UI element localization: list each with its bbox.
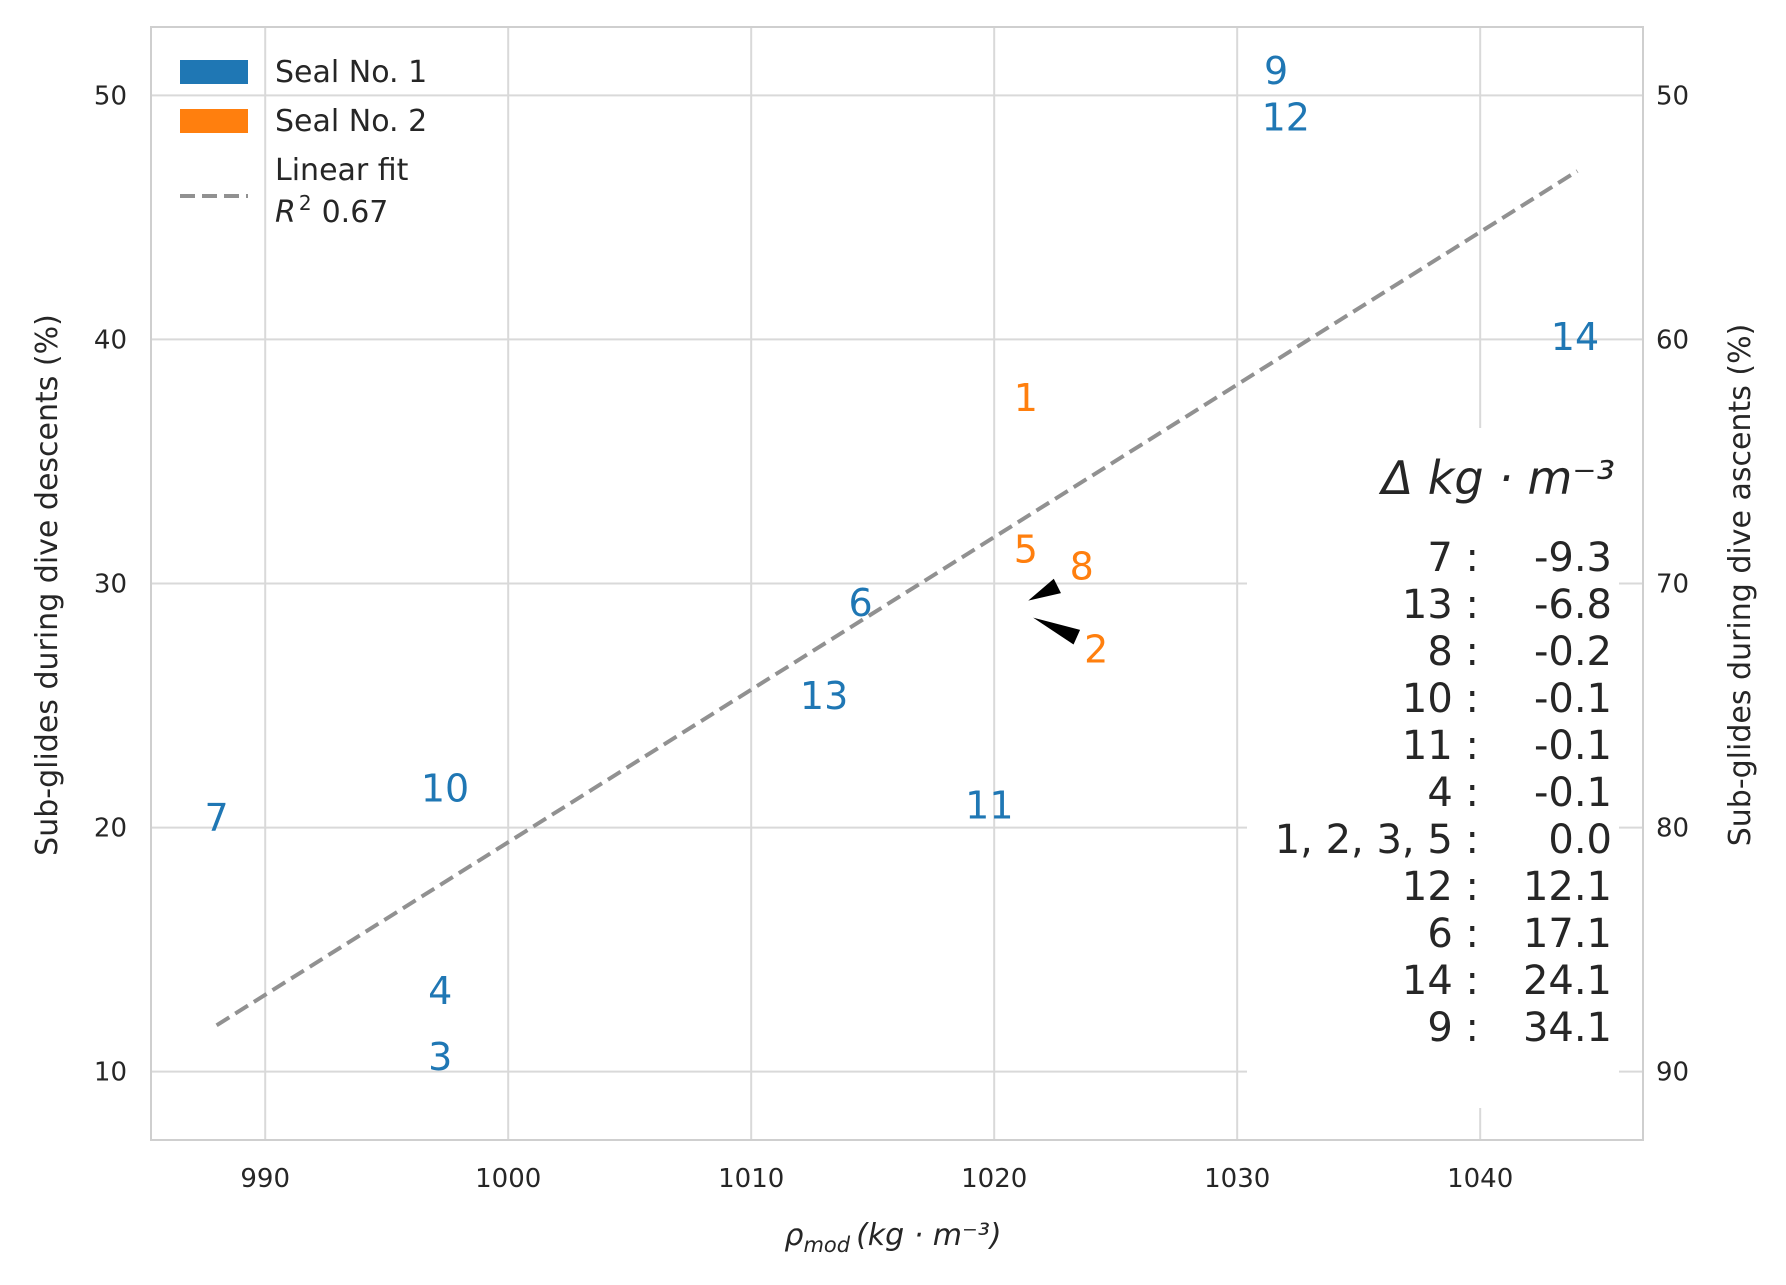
annotation-arrow-0: [1028, 578, 1061, 601]
point-label-1: 1: [1014, 376, 1038, 420]
y-right-tick-label-2: 70: [1656, 570, 1689, 600]
delta-row-value-2: -0.2: [1534, 629, 1612, 675]
y-tick-label-3: 40: [94, 325, 127, 355]
delta-row-value-9: 24.1: [1523, 958, 1612, 1004]
delta-table: Δ kg · m⁻³ 7 : -9.3 13 : -6.8 8 : -0.2 10 : -0.…: [1275, 451, 1615, 1051]
legend-label-fit: Linear fit: [275, 153, 409, 188]
delta-row-value-8: 17.1: [1523, 911, 1612, 957]
annotation-arrow-1: [1033, 617, 1081, 645]
point-label-11: 11: [965, 784, 1013, 828]
legend-label-seal2: Seal No. 2: [275, 104, 427, 139]
y-tick-labels: 10 20 30 40 50: [94, 81, 127, 1087]
delta-row-value-5: -0.1: [1534, 770, 1612, 816]
legend-label-seal1: Seal No. 1: [275, 55, 427, 90]
x-tick-label-0: 990: [240, 1164, 290, 1194]
x-tick-label-3: 1020: [961, 1164, 1027, 1194]
y-tick-label-0: 10: [94, 1058, 127, 1088]
point-label-5: 5: [1014, 527, 1038, 571]
delta-row-ids-1: 13 :: [1402, 582, 1479, 628]
x-tick-label-4: 1030: [1204, 1164, 1270, 1194]
delta-row-ids-9: 14 :: [1402, 958, 1479, 1004]
x-tick-label-1: 1000: [475, 1164, 541, 1194]
y-right-tick-label-4: 50: [1656, 81, 1689, 111]
delta-row-ids-7: 12 :: [1402, 864, 1479, 910]
delta-row-ids-5: 4 :: [1427, 770, 1479, 816]
point-label-12: 12: [1262, 95, 1310, 139]
delta-table-title: Δ kg · m⁻³: [1379, 451, 1615, 505]
grid-lines: [151, 27, 1643, 1140]
point-label-9: 9: [1264, 49, 1288, 93]
x-axis-label: ρmod (kg · m⁻³): [784, 1218, 1001, 1257]
delta-row-value-0: -9.3: [1534, 535, 1612, 581]
point-label-7: 7: [205, 796, 229, 840]
point-label-10: 10: [421, 767, 469, 811]
x-tick-label-2: 1010: [718, 1164, 784, 1194]
delta-row-value-10: 34.1: [1523, 1005, 1612, 1051]
delta-row-value-1: -6.8: [1534, 582, 1612, 628]
legend-swatch-seal1: [180, 60, 248, 84]
point-label-14: 14: [1551, 315, 1599, 359]
delta-row-ids-10: 9 :: [1427, 1005, 1479, 1051]
point-label-13: 13: [800, 674, 848, 718]
delta-row-ids-4: 11 :: [1402, 723, 1479, 769]
delta-row-ids-0: 7 :: [1427, 535, 1479, 581]
point-label-3: 3: [428, 1035, 452, 1079]
point-label-8: 8: [1070, 544, 1094, 588]
y-tick-label-1: 20: [94, 814, 127, 844]
delta-table-background: [1247, 428, 1619, 1108]
y-tick-label-4: 50: [94, 81, 127, 111]
delta-row-value-6: 0.0: [1548, 817, 1612, 863]
y-right-tick-label-3: 60: [1656, 325, 1689, 355]
y-tick-label-2: 30: [94, 570, 127, 600]
legend-label-r2: R 2 0.67: [275, 191, 388, 230]
y-right-tick-label-1: 80: [1656, 814, 1689, 844]
plot-frame: [150, 26, 1644, 1141]
legend-swatch-seal2: [180, 109, 248, 133]
point-label-6: 6: [848, 581, 872, 625]
legend: Seal No. 1 Seal No. 2 Linear fit R 2 0.67: [180, 55, 427, 230]
delta-row-value-3: -0.1: [1534, 676, 1612, 722]
point-label-2: 2: [1084, 627, 1108, 671]
y-right-tick-label-0: 90: [1656, 1058, 1689, 1088]
annotation-arrows: [1028, 578, 1081, 645]
y-right-axis-label: Sub-glides during dive ascents (%): [1723, 324, 1758, 847]
delta-row-ids-3: 10 :: [1402, 676, 1479, 722]
delta-row-ids-2: 8 :: [1427, 629, 1479, 675]
delta-row-value-4: -0.1: [1534, 723, 1612, 769]
delta-table-panel: [1247, 428, 1619, 1108]
y-right-tick-labels: 90 80 70 60 50: [1656, 81, 1689, 1087]
x-tick-label-5: 1040: [1447, 1164, 1513, 1194]
y-axis-label: Sub-glides during dive descents (%): [30, 314, 65, 856]
delta-row-ids-6: 1, 2, 3, 5 :: [1275, 817, 1479, 863]
delta-row-ids-8: 6 :: [1427, 911, 1479, 957]
point-label-4: 4: [428, 969, 452, 1013]
x-tick-labels: 990 1000 1010 1020 1030 1040: [240, 1164, 1513, 1194]
linear-fit-line: [215, 169, 1579, 1027]
fit-line-group: [215, 169, 1579, 1027]
delta-row-value-7: 12.1: [1523, 864, 1612, 910]
